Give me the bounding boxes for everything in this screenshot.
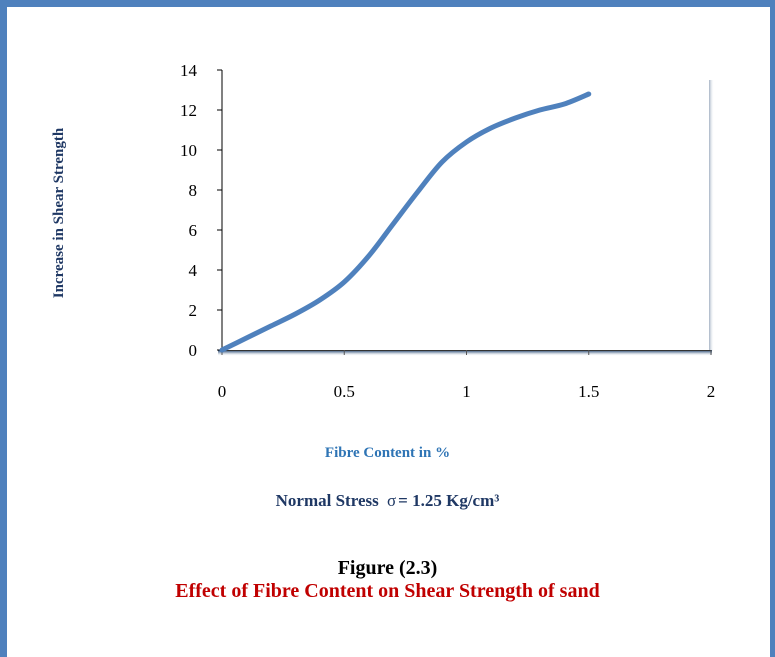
- y-tick-label: 2: [189, 301, 198, 320]
- y-axis-ticks: 0 2 4 6 8 10 12 14: [180, 61, 222, 360]
- x-tick-label: 0.5: [334, 382, 355, 401]
- figure-number: Figure (2.3): [337, 557, 438, 579]
- x-tick-label: 2: [707, 382, 716, 401]
- plot-bottom-shadow: [218, 350, 712, 356]
- x-axis-title: Fibre Content in %: [324, 445, 451, 461]
- series-line: [219, 91, 592, 353]
- y-tick-label: 6: [189, 221, 198, 240]
- normal-stress-note: Normal Stress σ = 1.25 Kg/cm³: [0, 491, 775, 511]
- line-chart: 0 2 4 6 8 10 12 14 0 0.5 1 1.5 2 Increase in Shear …: [51, 61, 716, 401]
- note-prefix: Normal Stress: [275, 491, 379, 510]
- sigma-symbol: σ: [386, 491, 397, 510]
- y-tick-label: 4: [189, 261, 198, 280]
- y-tick-label: 12: [180, 101, 197, 120]
- x-tick-label: 1.5: [578, 382, 599, 401]
- x-axis-ticks: 0 0.5 1 1.5 2: [218, 350, 716, 401]
- figure-caption: Effect of Fibre Content on Shear Strengt…: [175, 580, 600, 602]
- note-value: = 1.25 Kg/cm³: [398, 491, 500, 510]
- x-tick-label: 0: [218, 382, 227, 401]
- y-tick-label: 14: [180, 61, 198, 80]
- y-axis-title: Increase in Shear Strength: [51, 127, 67, 298]
- y-tick-label: 10: [180, 141, 197, 160]
- plot-right-shadow: [709, 80, 714, 351]
- y-tick-label: 0: [189, 341, 198, 360]
- x-tick-label: 1: [462, 382, 471, 401]
- y-tick-label: 8: [189, 181, 198, 200]
